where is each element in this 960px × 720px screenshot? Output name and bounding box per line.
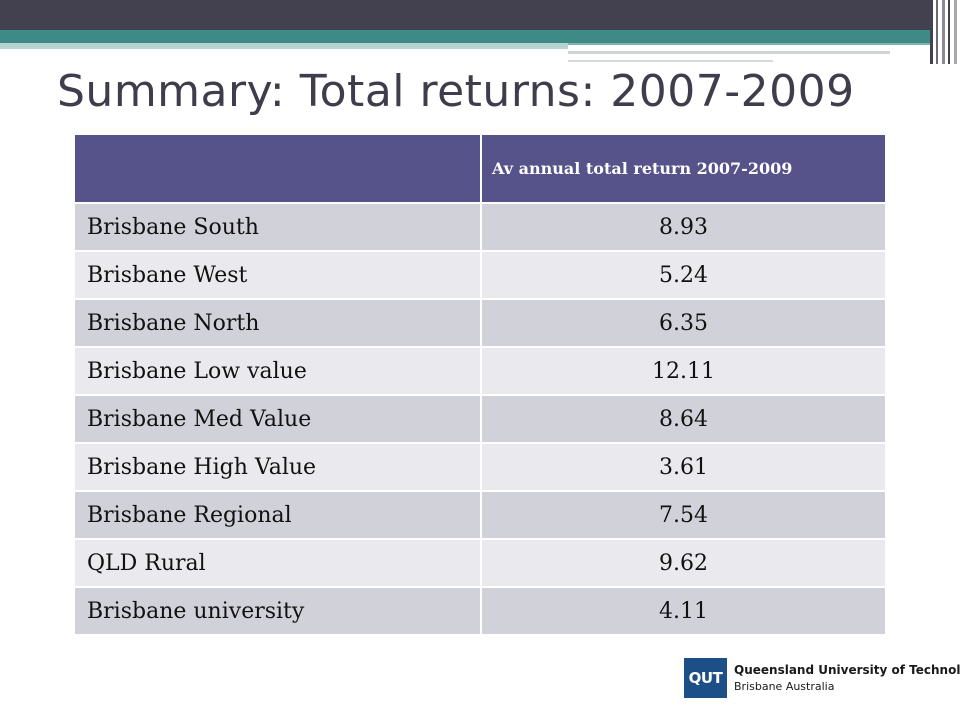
header-cell-return: Av annual total return 2007-2009: [480, 135, 885, 203]
qut-logo-name: Queensland University of Technology: [734, 663, 960, 677]
header-band-gray-short: [568, 60, 773, 62]
table-row: Brisbane North 6.35: [75, 298, 885, 347]
table-row: Brisbane West 5.24: [75, 250, 885, 299]
region-cell: Brisbane Low value: [75, 346, 481, 395]
table-header-row: Av annual total return 2007-2009: [75, 135, 885, 203]
return-cell: 3.61: [480, 442, 885, 491]
table-row: Brisbane Regional 7.54: [75, 490, 885, 539]
header-band-gray: [568, 51, 890, 54]
qut-logo: QUT Queensland University of Technology …: [684, 658, 960, 698]
region-cell: Brisbane High Value: [75, 442, 481, 491]
qut-logo-mark: QUT: [684, 658, 727, 698]
region-cell: QLD Rural: [75, 538, 481, 587]
returns-table: Av annual total return 2007-2009 Brisban…: [75, 135, 885, 634]
table-row: Brisbane Med Value 8.64: [75, 394, 885, 443]
table-row: Brisbane High Value 3.61: [75, 442, 885, 491]
region-cell: Brisbane West: [75, 250, 481, 299]
region-cell: Brisbane university: [75, 586, 481, 634]
header-edge-bars: [930, 0, 960, 64]
return-cell: 8.93: [480, 202, 885, 251]
region-cell: Brisbane Med Value: [75, 394, 481, 443]
table-row: Brisbane university 4.11: [75, 586, 885, 634]
slide-title: Summary: Total returns: 2007-2009: [57, 66, 855, 117]
table-row: QLD Rural 9.62: [75, 538, 885, 587]
table-row: Brisbane Low value 12.11: [75, 346, 885, 395]
return-cell: 5.24: [480, 250, 885, 299]
region-cell: Brisbane South: [75, 202, 481, 251]
qut-logo-sub: Brisbane Australia: [734, 680, 835, 693]
region-cell: Brisbane North: [75, 298, 481, 347]
return-cell: 6.35: [480, 298, 885, 347]
header-band-dark: [0, 0, 930, 30]
header-band-light: [0, 43, 568, 49]
return-cell: 7.54: [480, 490, 885, 539]
return-cell: 9.62: [480, 538, 885, 587]
header-band-teal: [0, 30, 930, 43]
region-cell: Brisbane Regional: [75, 490, 481, 539]
return-cell: 12.11: [480, 346, 885, 395]
header-cell-region: [75, 135, 481, 203]
return-cell: 4.11: [480, 586, 885, 634]
header-band-line: [568, 43, 930, 45]
return-cell: 8.64: [480, 394, 885, 443]
table-row: Brisbane South 8.93: [75, 202, 885, 251]
